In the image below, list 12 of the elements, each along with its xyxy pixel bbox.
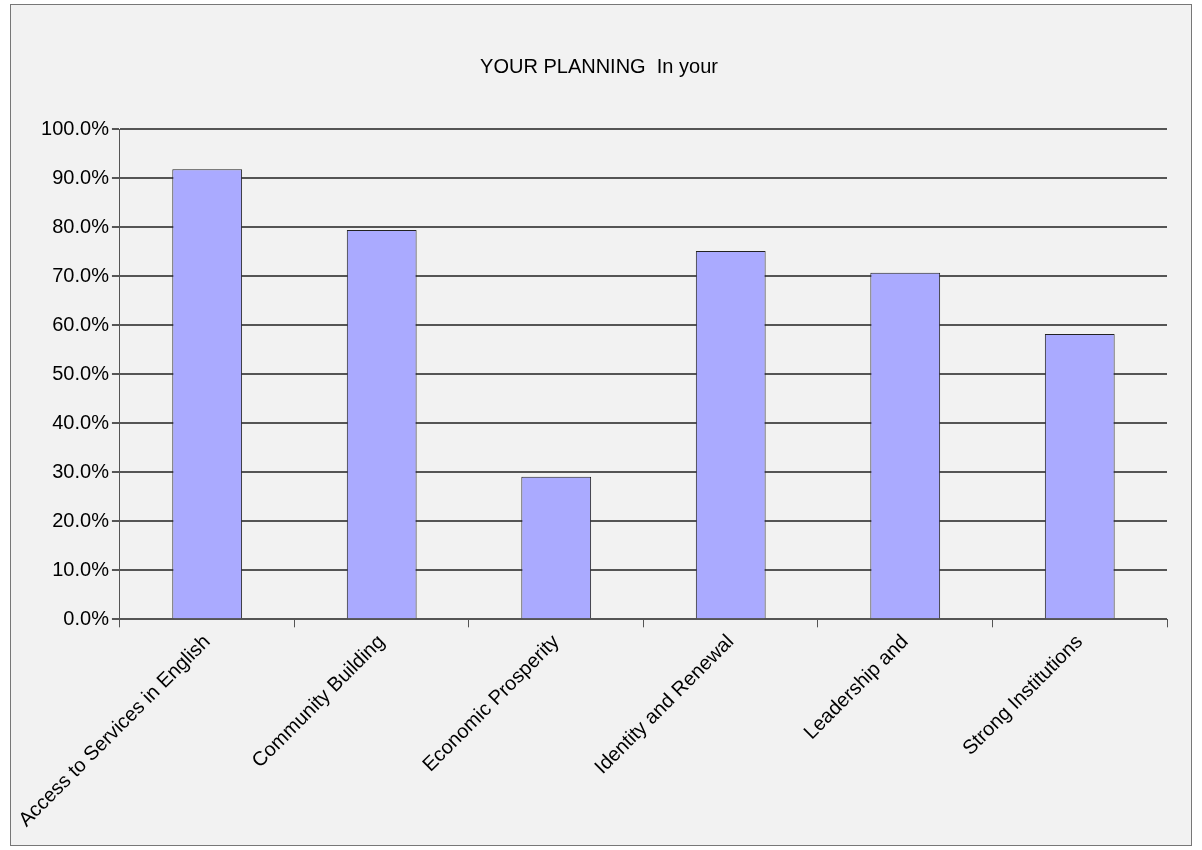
y-tick-label: 10.0% <box>52 557 110 580</box>
y-tick-label: 70.0% <box>52 263 110 286</box>
y-tick-label: 0.0% <box>63 606 110 629</box>
y-tick-label: 90.0% <box>52 165 110 188</box>
y-tick-label: 20.0% <box>52 508 110 531</box>
chart-title: YOUR PLANNING In your <box>480 54 719 77</box>
y-tick-label: 30.0% <box>52 459 110 482</box>
y-tick-label: 40.0% <box>52 410 110 433</box>
y-tick-label: 50.0% <box>52 361 110 384</box>
y-tick-label: 60.0% <box>52 312 110 335</box>
y-tick-label: 80.0% <box>52 214 110 237</box>
y-tick-label: 100.0% <box>41 116 110 139</box>
